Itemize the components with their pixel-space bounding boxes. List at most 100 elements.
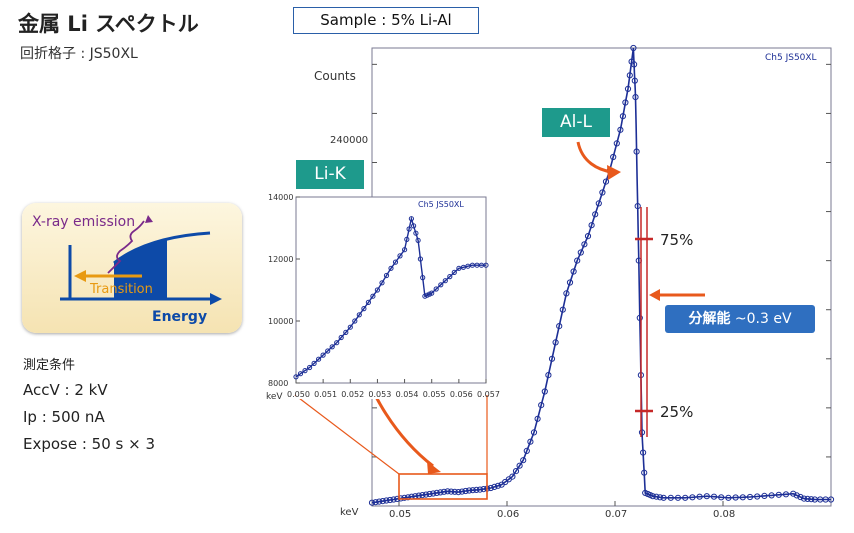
inset-point [413,230,419,236]
main-point [710,493,718,500]
inset-point [411,223,417,229]
inset-ytick-label: 10000 [268,317,293,326]
inset-point [352,318,358,324]
inset-xtick-label: 0.055 [423,390,446,399]
main-point [509,473,516,480]
sample-box: Sample : 5% Li-Al [293,7,479,34]
main-point [631,61,638,68]
main-point [469,487,476,494]
zoom-box [398,473,488,500]
main-point [595,200,602,207]
condition-accv: AccV : 2 kV [23,381,108,399]
main-point [523,447,530,454]
emission-label: X-ray emission [32,214,135,230]
inset-point [302,368,308,374]
inset-point [483,262,489,268]
inset-point [402,247,408,253]
main-point [610,153,617,161]
main-point [656,494,664,501]
main-point [512,468,520,475]
main-point [581,241,588,248]
main-point [401,494,408,501]
energy-label: Energy [152,309,207,325]
inset-frame [295,196,487,384]
main-point [466,487,473,494]
inset-ytick-label: 14000 [268,193,293,202]
main-point [440,488,448,495]
grating-label: 回折格子 : JS50XL [20,46,138,62]
transition-arrow-head [74,270,86,282]
main-point [619,113,627,120]
main-point [577,249,584,256]
main-point [718,494,725,501]
main-point [476,486,484,493]
transition-label: Transition [89,282,153,297]
main-point [455,489,462,496]
condition-ip: Ip : 500 nA [23,408,105,426]
inset-xtick-label: 0.056 [450,390,473,399]
main-point [703,493,710,500]
al-l-tag: Al-L [542,108,610,137]
main-point [827,496,835,503]
main-point [660,494,667,501]
inset-xtick-label: 0.054 [396,390,419,399]
main-point [527,438,534,445]
main-point [437,489,444,496]
main-xtick-label: 0.06 [497,509,519,520]
main-point [653,493,660,500]
main-point [768,492,775,499]
main-xtick-label: 0.07 [605,509,627,520]
inset-point [374,287,380,293]
main-point [793,492,800,499]
inset-stamp: Ch5 JS50XL [418,200,464,209]
transition-diagram: X-ray emission Transition Energy [22,203,242,333]
main-point [790,490,797,497]
main-point [725,494,732,501]
inset-point [329,344,335,350]
inset-point [447,274,453,280]
main-point [800,495,808,502]
inset-xtick-label: 0.057 [477,390,500,399]
li-k-arrow-head-bottom [427,461,441,474]
conditions-title: 測定条件 [23,358,76,373]
inset-point [365,299,371,305]
main-point [368,499,376,506]
inset-point [325,348,331,354]
main-point [433,489,440,496]
main-point [422,491,430,498]
main-point [588,222,595,229]
inset-point [420,275,426,281]
resolution-badge: 分解能 ~0.3 eV [665,305,815,333]
main-point [491,483,498,490]
resolution-value: ~0.3 eV [734,311,792,327]
inset-point [334,340,340,346]
main-point [804,495,811,502]
inset-xunit: keV [266,392,283,402]
inset-series-line [295,215,486,378]
main-point [552,339,559,346]
main-point [641,469,648,476]
main-point [630,44,637,52]
main-point [458,488,466,495]
main-point [682,494,689,501]
resolution-arrow-head [649,289,660,301]
main-point [649,493,656,500]
transition-diagram-svg: X-ray emission Transition Energy [32,214,222,325]
main-point [633,148,640,155]
main-point [622,99,629,106]
inset-point [388,265,394,271]
main-point [473,486,480,493]
main-point [624,85,632,93]
main-point [372,499,379,506]
main-point [419,492,426,499]
inset-xtick-label: 0.052 [341,390,364,399]
inset-point [406,226,412,232]
inset-point [361,306,367,312]
main-ytick-label: 240000 [330,135,368,146]
main-point [404,494,412,501]
main-point [548,355,556,362]
main-xtick-label: 0.08 [713,509,735,520]
main-point [746,493,754,501]
inset-point [397,253,403,259]
marker-25-label: 25% [660,403,693,421]
